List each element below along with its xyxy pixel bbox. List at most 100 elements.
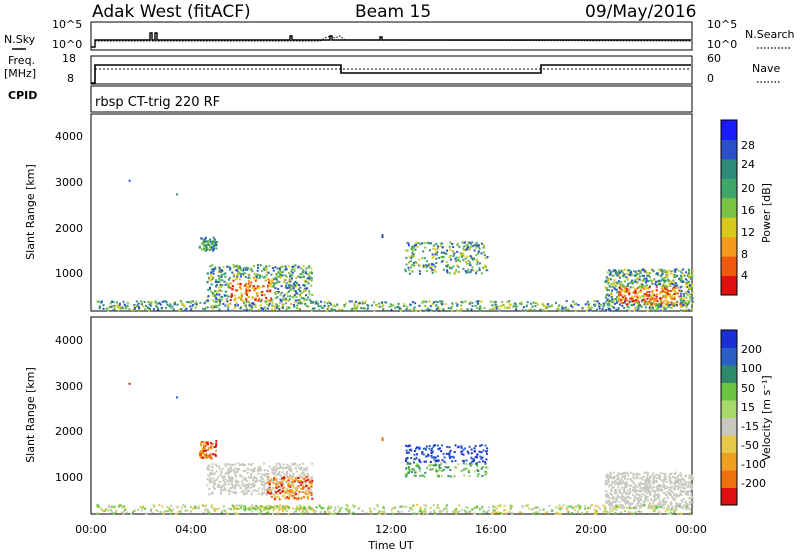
scatter-point — [649, 498, 652, 501]
scatter-point — [508, 511, 511, 514]
scatter-point — [409, 462, 412, 465]
scatter-point — [419, 461, 422, 464]
scatter-point — [690, 486, 692, 489]
scatter-point — [430, 463, 433, 466]
scatter-point — [229, 479, 232, 482]
scatter-point — [256, 285, 259, 288]
scatter-point — [607, 304, 610, 307]
scatter-point — [545, 304, 548, 307]
scatter-point — [687, 482, 690, 485]
scatter-point — [625, 502, 628, 505]
scatter-point — [465, 467, 468, 470]
scatter-point — [266, 489, 269, 492]
scatter-point — [418, 467, 421, 470]
scatter-point — [661, 485, 664, 488]
scatter-point — [215, 465, 218, 468]
scatter-point — [521, 505, 524, 508]
scatter-point — [454, 444, 457, 447]
scatter-point — [291, 271, 294, 274]
scatter-point — [205, 449, 208, 451]
scatter-point — [682, 483, 685, 486]
velocity-ytick-1000: 1000 — [55, 471, 83, 484]
scatter-point — [619, 284, 622, 286]
scatter-point — [227, 295, 230, 298]
scatter-point — [263, 462, 266, 465]
scatter-point — [282, 295, 285, 298]
scatter-point — [644, 269, 647, 272]
scatter-point — [381, 305, 384, 308]
scatter-point — [411, 270, 414, 273]
scatter-point — [228, 493, 231, 495]
scatter-point — [528, 507, 531, 510]
scatter-point — [446, 445, 449, 448]
scatter-point — [481, 466, 484, 468]
scatter-point — [239, 267, 242, 270]
scatter-point — [417, 465, 420, 468]
scatter-point — [455, 507, 458, 510]
scatter-point — [425, 260, 428, 263]
scatter-point — [484, 461, 487, 464]
scatter-point — [456, 250, 459, 253]
scatter-point — [237, 267, 240, 270]
scatter-point — [636, 287, 639, 290]
scatter-point — [304, 507, 306, 510]
scatter-point — [180, 307, 183, 310]
scatter-point — [242, 470, 245, 473]
scatter-point — [405, 475, 408, 478]
scatter-point — [272, 509, 275, 512]
scatter-point — [428, 445, 431, 447]
scatter-point — [418, 270, 421, 273]
scatter-point — [636, 489, 638, 492]
scatter-point — [273, 507, 276, 510]
scatter-point — [110, 509, 112, 511]
scatter-point — [127, 302, 129, 305]
scatter-point — [663, 491, 666, 494]
scatter-point — [656, 477, 659, 480]
scatter-point — [194, 302, 197, 305]
scatter-point — [604, 301, 607, 304]
scatter-point — [663, 279, 666, 282]
scatter-point — [620, 497, 623, 500]
scatter-point — [649, 272, 651, 274]
scatter-point — [113, 307, 116, 310]
scatter-point — [306, 489, 309, 492]
scatter-point — [200, 248, 203, 251]
scatter-point — [449, 475, 452, 478]
scatter-point — [305, 508, 308, 511]
scatter-point — [587, 303, 590, 306]
scatter-point — [611, 481, 613, 484]
scatter-point — [210, 268, 213, 271]
power-colorbar-swatches — [721, 120, 737, 296]
scatter-point — [466, 247, 469, 250]
scatter-point — [277, 305, 280, 308]
scatter-point — [480, 467, 483, 470]
scatter-point — [233, 273, 236, 276]
scatter-point — [233, 275, 236, 278]
scatter-point — [200, 444, 203, 447]
scatter-point — [303, 511, 306, 514]
scatter-point — [645, 485, 648, 488]
scatter-point — [144, 308, 147, 311]
scatter-point — [672, 273, 675, 276]
scatter-point — [279, 270, 282, 273]
colorbar-swatch — [721, 275, 737, 296]
scatter-point — [313, 307, 316, 310]
scatter-point — [611, 501, 614, 504]
scatter-point — [272, 487, 275, 489]
scatter-point — [685, 490, 688, 493]
scatter-point — [651, 489, 654, 492]
scatter-point — [575, 505, 578, 508]
scatter-point — [236, 267, 239, 269]
scatter-point — [618, 496, 621, 499]
scatter-point — [442, 256, 445, 259]
scatter-point — [618, 287, 621, 290]
scatter-point — [610, 497, 613, 500]
scatter-point — [558, 504, 561, 507]
scatter-point — [410, 508, 413, 511]
scatter-point — [625, 309, 628, 312]
scatter-point — [305, 298, 308, 301]
scatter-point — [405, 505, 408, 508]
scatter-point — [408, 272, 411, 275]
scatter-point — [373, 508, 376, 510]
scatter-point — [615, 301, 618, 304]
